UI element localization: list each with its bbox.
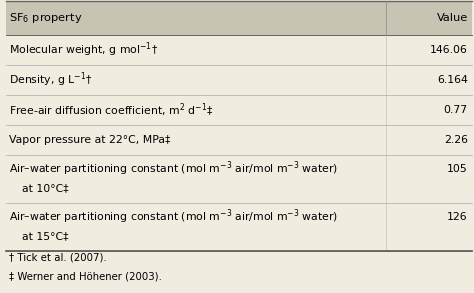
Text: 2.26: 2.26 [444,135,468,145]
Text: Molecular weight, g mol$^{-1}$†: Molecular weight, g mol$^{-1}$† [9,41,159,59]
Bar [6,1,472,35]
Text: Air–water partitioning constant (mol m$^{-3}$ air/mol m$^{-3}$ water): Air–water partitioning constant (mol m$^… [9,160,338,178]
Text: Density, g L$^{-1}$†: Density, g L$^{-1}$† [9,71,93,89]
Text: Air–water partitioning constant (mol m$^{-3}$ air/mol m$^{-3}$ water): Air–water partitioning constant (mol m$^… [9,208,338,226]
Text: 126: 126 [447,212,468,222]
Text: Value: Value [437,13,468,23]
Text: 0.77: 0.77 [444,105,468,115]
Text: Vapor pressure at 22°C, MPa‡: Vapor pressure at 22°C, MPa‡ [9,135,171,145]
Text: ‡ Werner and Höhener (2003).: ‡ Werner and Höhener (2003). [9,272,163,282]
Text: † Tick et al. (2007).: † Tick et al. (2007). [9,253,107,263]
Text: SF$_6$ property: SF$_6$ property [9,11,83,25]
Text: at 10°C‡: at 10°C‡ [22,183,69,193]
Text: 146.06: 146.06 [430,45,468,55]
Text: 6.164: 6.164 [437,75,468,85]
Text: Free-air diffusion coefficient, m$^2$ d$^{-1}$‡: Free-air diffusion coefficient, m$^2$ d$… [9,101,214,119]
Text: 105: 105 [447,164,468,174]
Text: at 15°C‡: at 15°C‡ [22,231,69,241]
